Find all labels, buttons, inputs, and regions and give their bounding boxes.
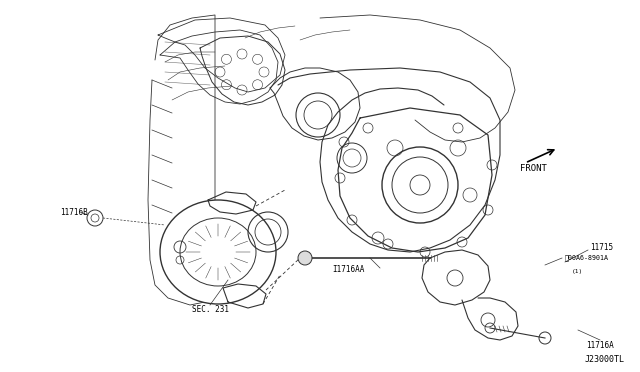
Text: J23000TL: J23000TL <box>585 356 625 365</box>
Ellipse shape <box>160 200 276 304</box>
Text: 11715: 11715 <box>590 244 613 253</box>
Circle shape <box>298 251 312 265</box>
Text: 11716B: 11716B <box>60 208 88 217</box>
Text: I1716AA: I1716AA <box>332 266 364 275</box>
Text: SEC. 231: SEC. 231 <box>191 305 228 314</box>
Text: 11716A: 11716A <box>586 340 614 350</box>
Text: Ⓢ00A6-8901A: Ⓢ00A6-8901A <box>565 255 609 261</box>
Text: (1): (1) <box>572 269 583 275</box>
Text: FRONT: FRONT <box>520 164 547 173</box>
